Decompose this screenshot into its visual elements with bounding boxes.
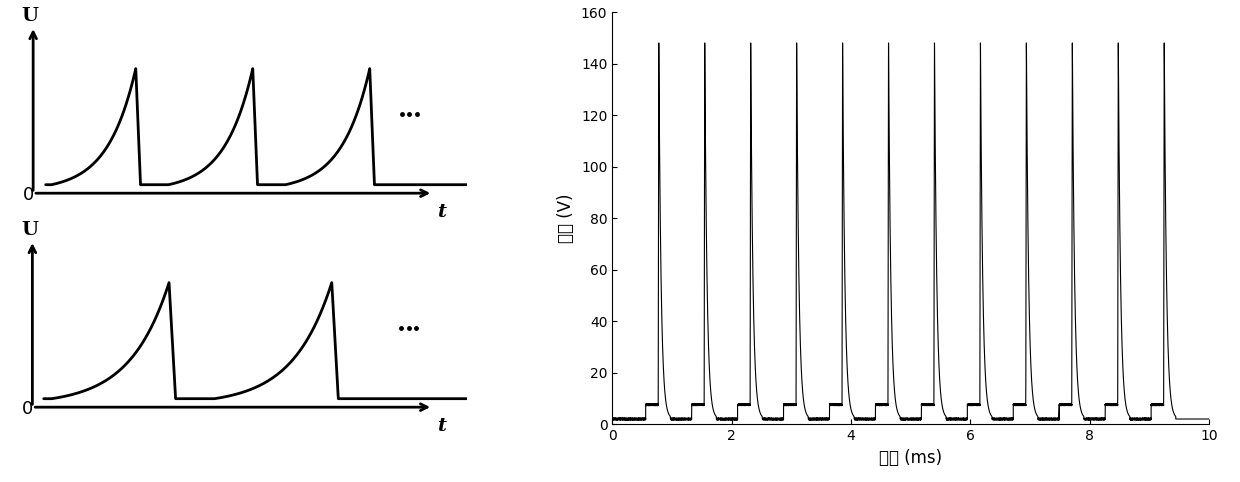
Text: 0: 0 [22,186,33,203]
Y-axis label: 电压 (V): 电压 (V) [557,193,575,243]
Text: t: t [436,417,446,435]
Text: 0: 0 [22,400,33,417]
X-axis label: 时间 (ms): 时间 (ms) [879,449,942,467]
Text: U: U [21,221,37,239]
Text: t: t [436,203,446,221]
Text: U: U [21,7,38,25]
